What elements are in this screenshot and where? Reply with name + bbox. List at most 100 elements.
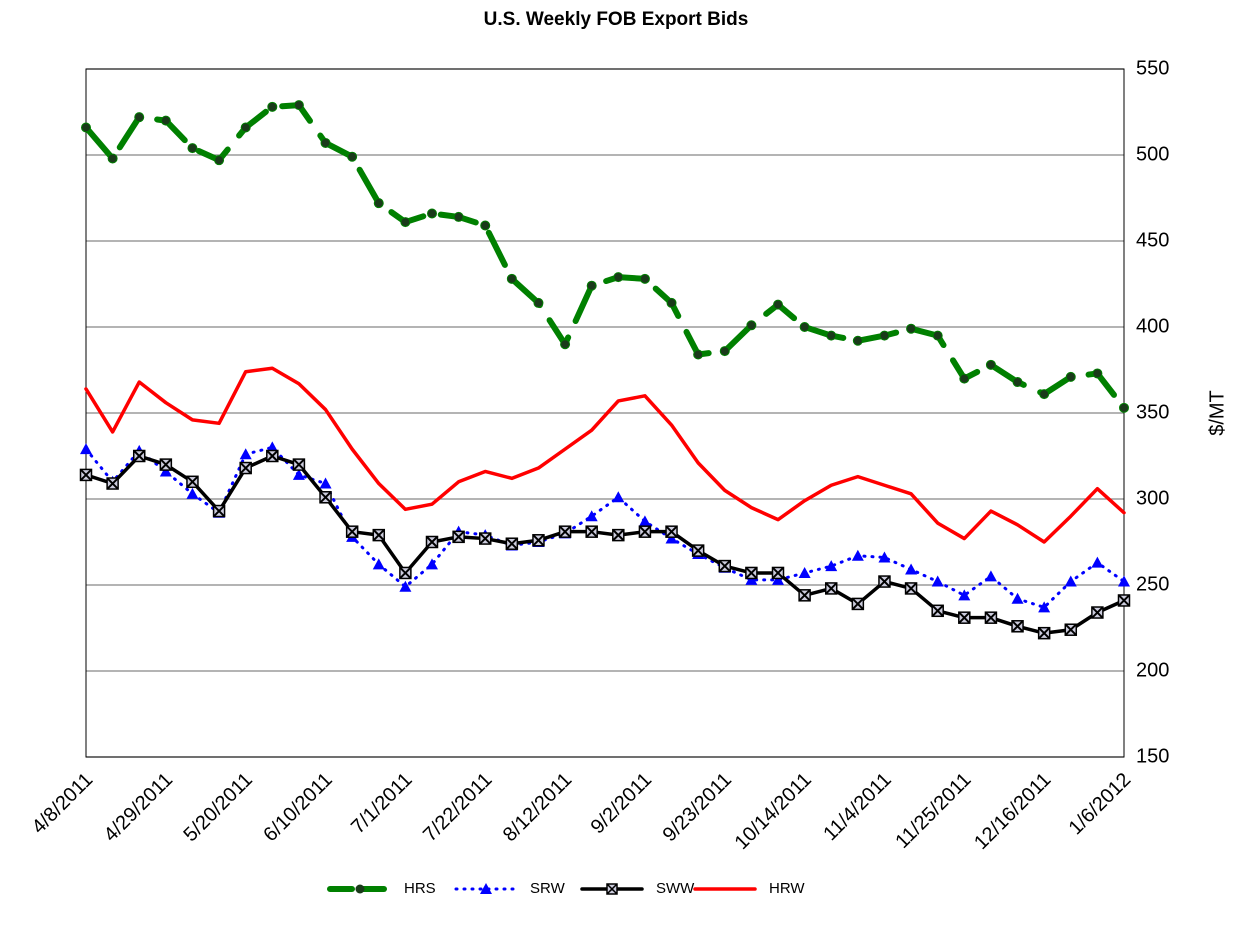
point — [851, 549, 864, 561]
point — [399, 580, 412, 592]
y-tick-label: 250 — [1136, 573, 1169, 595]
point-cross — [559, 525, 571, 538]
point — [480, 220, 491, 231]
legend-marker — [480, 883, 492, 894]
point — [798, 589, 811, 602]
point-cross — [1038, 627, 1050, 639]
point-cross — [665, 525, 678, 538]
point — [214, 155, 225, 166]
point — [878, 551, 891, 563]
point — [132, 449, 146, 463]
point-cross — [133, 450, 145, 462]
point — [533, 297, 544, 308]
point — [691, 544, 705, 557]
point-cross — [399, 567, 412, 579]
point — [719, 346, 730, 357]
point — [186, 475, 199, 489]
point — [427, 208, 437, 219]
point — [478, 532, 492, 545]
point — [799, 322, 810, 332]
point-cross — [293, 458, 305, 471]
point — [851, 597, 865, 611]
point — [1118, 575, 1130, 587]
point — [239, 448, 252, 460]
point — [613, 272, 624, 283]
point — [906, 323, 917, 334]
point-cross — [266, 450, 279, 462]
point — [718, 559, 732, 573]
y-tick-label: 550 — [1136, 57, 1169, 79]
point-cross — [506, 538, 518, 550]
plot-border — [85, 68, 1125, 758]
point — [984, 570, 997, 582]
point-cross — [373, 529, 385, 541]
point — [745, 566, 758, 580]
point — [532, 534, 545, 547]
point-cross — [905, 582, 917, 595]
point — [426, 558, 438, 570]
point-cross — [452, 531, 465, 543]
point — [240, 122, 251, 133]
point — [878, 575, 891, 588]
series-line — [83, 102, 1127, 411]
point — [958, 611, 971, 624]
point — [1119, 402, 1129, 413]
point — [745, 573, 758, 585]
point-cross — [745, 567, 758, 579]
point — [453, 211, 464, 222]
point-cross — [985, 611, 997, 624]
point — [558, 525, 572, 538]
point — [159, 465, 172, 477]
y-axis-label: $/MT — [1206, 390, 1228, 436]
point — [1117, 594, 1131, 607]
point — [1065, 371, 1076, 382]
point-cross — [319, 491, 332, 503]
point — [904, 582, 918, 595]
point — [1038, 601, 1051, 613]
point-cross — [612, 529, 625, 541]
point — [80, 443, 92, 455]
point-cross — [1011, 620, 1024, 632]
point — [693, 349, 704, 360]
point — [585, 510, 598, 522]
point — [1064, 575, 1077, 587]
point-cross — [80, 469, 92, 481]
point — [665, 532, 678, 544]
point — [773, 299, 783, 310]
point-cross — [1118, 594, 1130, 607]
legend-marker — [355, 884, 365, 894]
point — [187, 143, 198, 154]
point — [826, 330, 837, 341]
point — [612, 528, 625, 542]
point — [1091, 556, 1104, 568]
point-cross — [426, 536, 438, 548]
point — [372, 558, 385, 570]
point — [506, 273, 517, 284]
point — [798, 566, 811, 578]
point-cross — [479, 532, 491, 545]
point-cross — [798, 589, 811, 602]
point — [638, 515, 651, 527]
point — [425, 535, 439, 549]
point — [159, 458, 173, 471]
point — [560, 339, 571, 350]
point-cross — [719, 560, 731, 572]
point — [1039, 389, 1050, 400]
point — [771, 566, 785, 580]
point — [985, 359, 996, 370]
point — [212, 504, 226, 518]
point — [267, 101, 278, 112]
point — [585, 525, 598, 538]
y-tick-label: 150 — [1136, 745, 1169, 767]
point — [1012, 377, 1023, 388]
point-cross — [852, 598, 864, 610]
point — [905, 563, 918, 575]
point-cross — [239, 462, 252, 474]
point-cross — [878, 575, 891, 588]
point — [1011, 620, 1024, 633]
y-tick-label: 350 — [1136, 401, 1169, 423]
point-cross — [931, 605, 944, 617]
point — [879, 330, 890, 341]
point — [772, 573, 784, 585]
point — [319, 477, 332, 489]
